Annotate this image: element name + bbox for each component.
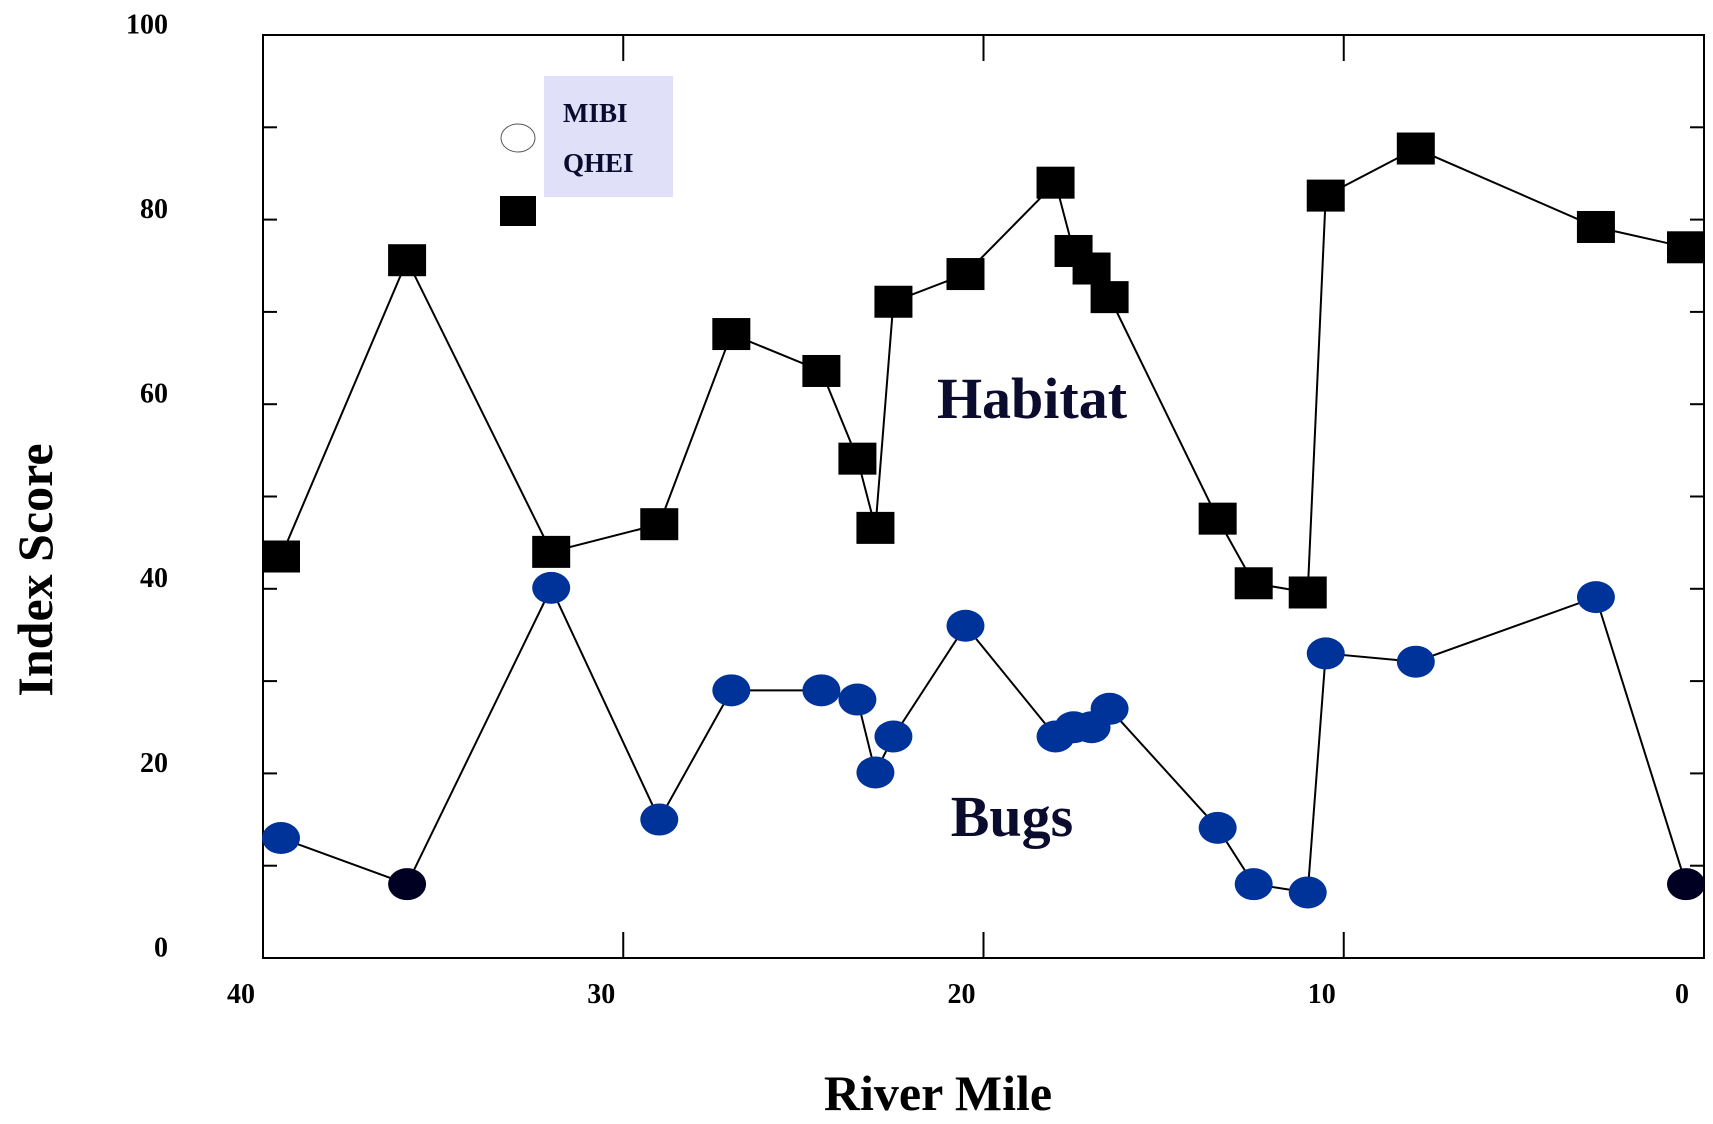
legend-label: MIBI xyxy=(563,98,628,128)
x-tick-label: 40 xyxy=(227,979,255,1010)
square-marker xyxy=(532,536,570,568)
legend-marker xyxy=(500,196,536,226)
square-marker xyxy=(1073,253,1111,285)
circle-marker xyxy=(262,822,300,854)
square-marker xyxy=(1577,211,1615,243)
circle-marker xyxy=(532,572,570,604)
circle-marker xyxy=(856,756,894,788)
x-axis-label: River Mile xyxy=(824,1065,1052,1121)
square-marker xyxy=(388,244,426,276)
square-marker xyxy=(1307,180,1345,212)
y-tick-label: 100 xyxy=(126,9,168,40)
square-marker xyxy=(856,512,894,544)
square-marker xyxy=(802,355,840,387)
y-axis-label: Index Score xyxy=(7,443,63,696)
circle-marker xyxy=(712,674,750,706)
circle-marker xyxy=(838,684,876,716)
x-tick-label: 0 xyxy=(1675,979,1689,1010)
legend-label: QHEI xyxy=(563,148,634,178)
square-marker xyxy=(946,258,984,290)
x-tick-label: 20 xyxy=(948,979,976,1010)
square-marker xyxy=(1397,133,1435,165)
circle-marker xyxy=(388,868,426,900)
y-tick-label: 20 xyxy=(140,748,168,779)
circle-marker xyxy=(1577,581,1615,613)
circle-marker xyxy=(802,674,840,706)
square-marker xyxy=(712,318,750,350)
square-marker xyxy=(1667,231,1705,263)
square-marker xyxy=(262,540,300,572)
square-marker xyxy=(874,286,912,318)
legend-marker xyxy=(501,124,535,152)
circle-marker xyxy=(1667,868,1705,900)
x-tick-label: 30 xyxy=(587,979,615,1010)
circle-marker xyxy=(1307,637,1345,669)
circle-marker xyxy=(1091,693,1129,725)
y-tick-label: 60 xyxy=(140,379,168,410)
square-marker xyxy=(1037,167,1075,199)
annotation: Bugs xyxy=(951,784,1074,849)
x-tick-label: 10 xyxy=(1308,979,1336,1010)
circle-marker xyxy=(1397,646,1435,678)
circle-marker xyxy=(1199,812,1237,844)
circle-marker xyxy=(1235,868,1273,900)
chart: River Mile Index Score Habitat Bugs MIBI… xyxy=(0,0,1713,1124)
annotation: Habitat xyxy=(937,366,1128,431)
square-marker xyxy=(1091,281,1129,313)
square-marker xyxy=(1199,503,1237,535)
y-tick-label: 80 xyxy=(140,194,168,225)
y-tick-label: 0 xyxy=(154,932,168,963)
circle-marker xyxy=(946,610,984,642)
square-marker xyxy=(640,508,678,540)
circle-marker xyxy=(874,720,912,752)
legend-box xyxy=(544,76,673,197)
circle-marker xyxy=(640,804,678,836)
square-marker xyxy=(838,443,876,475)
y-tick-label: 40 xyxy=(140,563,168,594)
square-marker xyxy=(1235,567,1273,599)
circle-marker xyxy=(1289,876,1327,908)
square-marker xyxy=(1289,576,1327,608)
